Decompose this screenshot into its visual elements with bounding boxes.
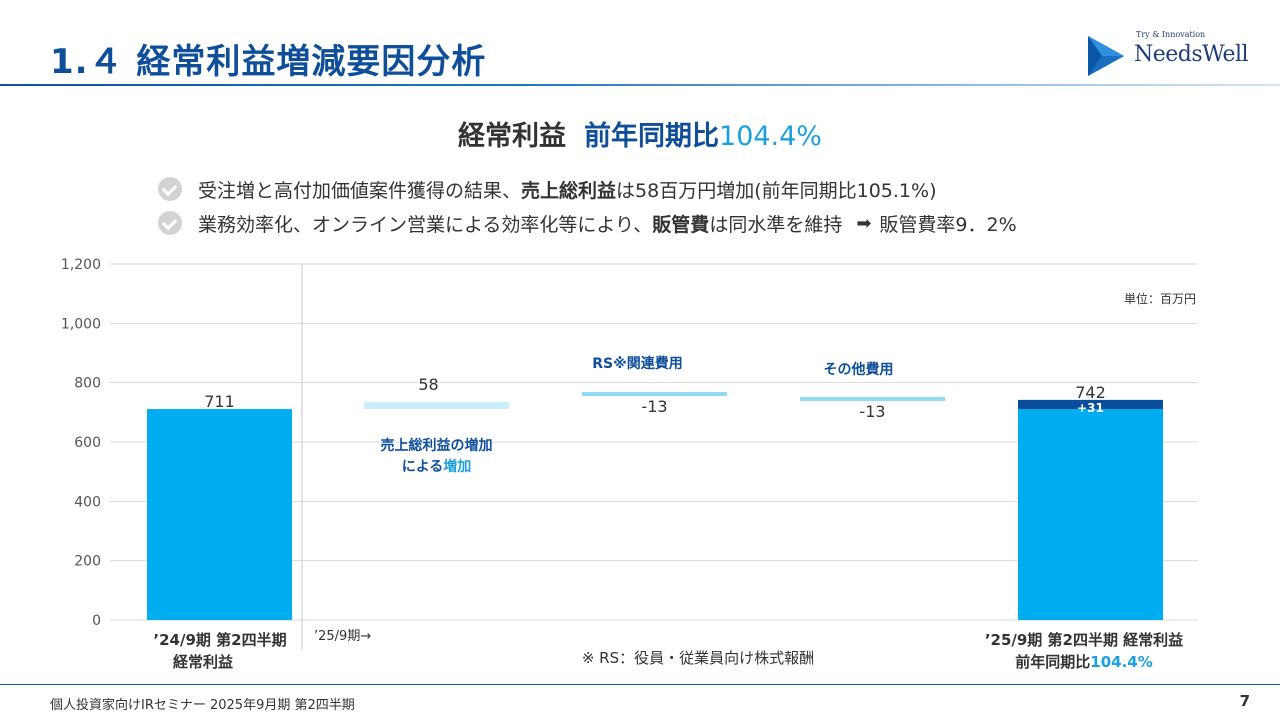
logo-mark-icon bbox=[1088, 36, 1124, 76]
annotation-label: による増加 bbox=[402, 458, 472, 475]
footnote: ※ RS：役員・従業員向け株式報酬 bbox=[582, 649, 814, 667]
bullet-text-tail: 販管費率9．2% bbox=[879, 213, 1017, 236]
bar-current bbox=[1018, 409, 1163, 620]
y-tick-label: 1,000 bbox=[61, 316, 101, 332]
annotation-label: その他費用 bbox=[824, 361, 894, 378]
bullet-item: 業務効率化、オンライン営業による効率化等により、 販管費 は同水準を維持 ➡ 販管費率… bbox=[158, 206, 1017, 240]
headline-ratio: 104.4% bbox=[719, 121, 822, 152]
bullet-list: 受注増と高付加価値案件獲得の結果、 売上総利益 は58百万円増加(前年同期比105.… bbox=[158, 172, 1017, 240]
bullet-text-bold: 販管費 bbox=[652, 213, 710, 236]
bar-rs-cost bbox=[582, 392, 727, 396]
category-label: ’24/9期 第2四半期 bbox=[153, 631, 286, 649]
bar-prev bbox=[147, 409, 292, 620]
page-title: 1.４ 経常利益増減要因分析 bbox=[50, 42, 487, 82]
y-tick-label: 600 bbox=[74, 435, 101, 451]
y-tick-label: 800 bbox=[74, 376, 101, 392]
footer-rule bbox=[0, 684, 1280, 685]
check-circle-icon bbox=[158, 177, 182, 201]
period-marker: ’25/9期→ bbox=[314, 629, 371, 644]
y-tick-label: 0 bbox=[92, 613, 101, 629]
page-number: 7 bbox=[1239, 692, 1250, 710]
logo-name: NeedsWell bbox=[1134, 42, 1249, 67]
increment-label: +31 bbox=[1077, 401, 1104, 415]
title-underline bbox=[0, 84, 1280, 86]
bar-other-cost bbox=[800, 397, 945, 401]
right-arrow-icon: ➡ bbox=[856, 212, 872, 234]
bar-gross-profit bbox=[364, 401, 509, 410]
data-label: 711 bbox=[204, 392, 235, 411]
data-label: -13 bbox=[641, 397, 667, 416]
data-label: -13 bbox=[859, 402, 885, 421]
data-label: 742 bbox=[1075, 383, 1106, 402]
data-label: 58 bbox=[418, 375, 438, 394]
y-tick-label: 400 bbox=[74, 494, 101, 510]
footer-text: 個人投資家向けIRセミナー 2025年9月期 第2四半期 bbox=[50, 698, 355, 713]
y-tick-label: 1,200 bbox=[61, 257, 101, 273]
category-label: 前年同期比104.4% bbox=[1015, 653, 1153, 671]
check-circle-icon bbox=[158, 211, 182, 235]
bullet-text-bold: 売上総利益 bbox=[521, 179, 617, 202]
annotation-label: RS※関連費用 bbox=[592, 355, 682, 372]
bullet-text-pre: 業務効率化、オンライン営業による効率化等により、 bbox=[198, 213, 653, 236]
y-tick-label: 200 bbox=[74, 554, 101, 570]
bullet-text-post: は同水準を維持 bbox=[709, 213, 843, 236]
category-label: ’25/9期 第2四半期 経常利益 bbox=[985, 631, 1183, 649]
bullet-text-pre: 受注増と高付加価値案件獲得の結果、 bbox=[198, 179, 522, 202]
bullet-item: 受注増と高付加価値案件獲得の結果、 売上総利益 は58百万円増加(前年同期比105.… bbox=[158, 172, 1017, 206]
headline: 経常利益 前年同期比104.4% bbox=[0, 114, 1280, 153]
bullet-text-post: は58百万円増加(前年同期比105.1%) bbox=[616, 179, 937, 202]
headline-compare: 前年同期比 bbox=[584, 121, 720, 152]
annotation-label: 売上総利益の増加 bbox=[381, 437, 493, 454]
bar-increment bbox=[1018, 399, 1163, 410]
category-label: 経常利益 bbox=[173, 653, 233, 671]
unit-label: 単位：百万円 bbox=[1124, 291, 1196, 306]
logo-tagline: Try & Innovation bbox=[1136, 30, 1206, 39]
company-logo: Try & Innovation NeedsWell bbox=[1086, 30, 1256, 78]
headline-subject: 経常利益 bbox=[458, 121, 567, 152]
